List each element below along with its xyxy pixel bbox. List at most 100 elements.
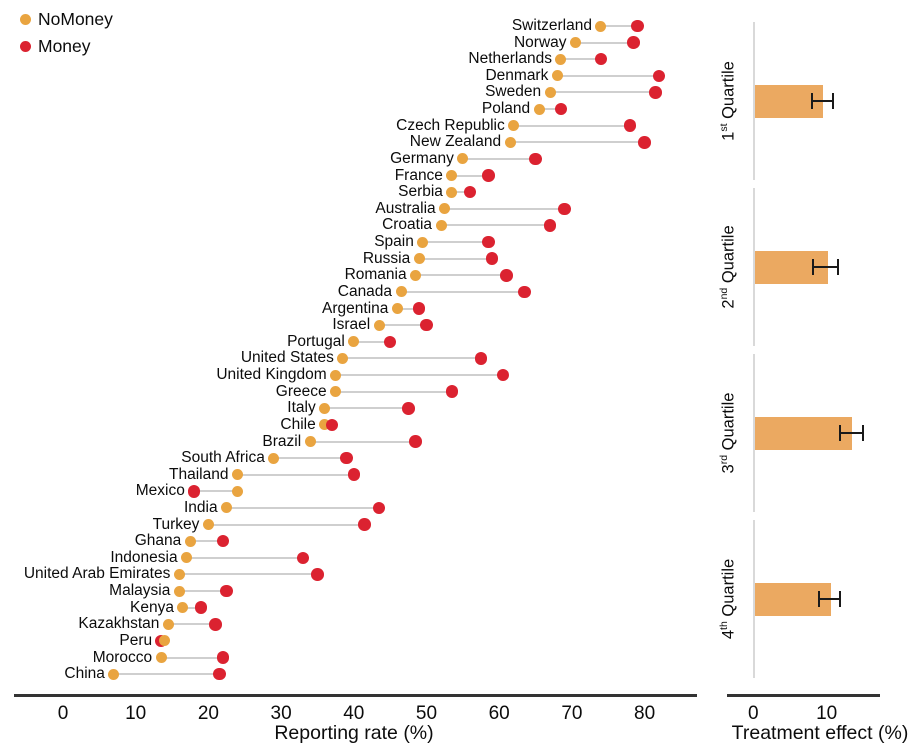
money-dot bbox=[216, 534, 230, 548]
x-tick-label: 80 bbox=[634, 703, 656, 724]
country-label: Mexico bbox=[135, 482, 185, 500]
x-tick-label: 30 bbox=[270, 703, 292, 724]
legend-item-nomoney: NoMoney bbox=[20, 6, 113, 33]
nomoney-dot bbox=[595, 20, 607, 32]
connector-line bbox=[335, 374, 503, 377]
money-dot bbox=[482, 235, 495, 249]
error-bar-cap bbox=[838, 591, 841, 607]
country-label: France bbox=[394, 166, 443, 184]
legend-label: Money bbox=[38, 36, 91, 56]
connector-line bbox=[462, 157, 536, 160]
x-axis-title: Reporting rate (%) bbox=[274, 722, 434, 744]
nomoney-dot bbox=[417, 236, 429, 248]
country-label: Morocco bbox=[92, 648, 153, 666]
country-label: Greece bbox=[275, 382, 327, 400]
money-dot bbox=[194, 601, 208, 614]
money-dot bbox=[409, 435, 422, 448]
money-dot bbox=[649, 86, 662, 99]
x-tick-label: 50 bbox=[415, 703, 438, 724]
nomoney-dot bbox=[413, 253, 425, 265]
treatment-tick-label: 0 bbox=[748, 703, 759, 724]
money-dot bbox=[383, 335, 397, 349]
treatment-axis-line bbox=[727, 694, 880, 697]
country-label: United States bbox=[240, 349, 334, 367]
country-label: Netherlands bbox=[468, 50, 552, 68]
error-bar bbox=[839, 432, 863, 434]
legend-item-money: Money bbox=[20, 33, 113, 60]
nomoney-dot bbox=[391, 303, 403, 315]
connector-line bbox=[335, 390, 452, 393]
country-label: Croatia bbox=[382, 216, 433, 234]
connector-line bbox=[342, 357, 482, 360]
nomoney-dot bbox=[177, 602, 189, 614]
connector-line bbox=[575, 41, 634, 44]
nomoney-dot bbox=[504, 136, 516, 148]
money-dot bbox=[529, 152, 542, 166]
nomoney-dot bbox=[544, 86, 556, 98]
connector-line bbox=[190, 540, 223, 543]
connector-line bbox=[550, 91, 656, 94]
connector-line bbox=[451, 174, 489, 177]
country-label: Peru bbox=[119, 631, 153, 649]
money-dot bbox=[347, 468, 361, 481]
nomoney-dot bbox=[173, 585, 185, 597]
country-label: Australia bbox=[375, 199, 436, 217]
x-tick-label: 20 bbox=[197, 703, 219, 724]
treatment-axis-title: Treatment effect (%) bbox=[731, 722, 909, 744]
nomoney-dot bbox=[446, 170, 458, 182]
connector-line bbox=[419, 257, 492, 260]
connector-line bbox=[353, 340, 391, 343]
x-tick-label: 40 bbox=[343, 703, 365, 724]
x-tick-label: 60 bbox=[488, 703, 510, 724]
connector-line bbox=[539, 108, 561, 111]
money-dot bbox=[216, 651, 230, 664]
nomoney-dot bbox=[446, 186, 458, 198]
country-label: Argentina bbox=[322, 299, 389, 317]
connector-line bbox=[451, 191, 471, 194]
country-label: Serbia bbox=[398, 183, 443, 201]
country-label: Czech Republic bbox=[396, 116, 505, 134]
country-label: Spain bbox=[374, 233, 414, 251]
money-dot bbox=[638, 136, 651, 149]
country-label: New Zealand bbox=[409, 133, 502, 151]
money-dot bbox=[482, 169, 495, 182]
country-label: Brazil bbox=[262, 432, 302, 450]
quartile-label: 4th Quartile bbox=[717, 558, 738, 640]
connector-line bbox=[324, 407, 409, 410]
money-dot bbox=[296, 551, 310, 565]
money-dot bbox=[420, 318, 433, 332]
error-bar-cap bbox=[812, 259, 815, 275]
connector-line bbox=[179, 590, 227, 593]
connector-line bbox=[379, 324, 427, 327]
nomoney-dot bbox=[439, 203, 451, 215]
nomoney-dot bbox=[395, 286, 407, 298]
connector-line bbox=[510, 141, 645, 144]
quartile-baseline bbox=[752, 354, 755, 512]
country-label: Switzerland bbox=[511, 17, 592, 34]
connector-line bbox=[113, 673, 220, 676]
country-label: Kazakhstan bbox=[78, 615, 160, 633]
country-label: United Kingdom bbox=[216, 366, 327, 384]
x-tick-label: 70 bbox=[561, 703, 583, 724]
nomoney-dot bbox=[348, 336, 360, 348]
connector-line bbox=[401, 290, 525, 293]
nomoney-dot bbox=[184, 535, 196, 547]
error-bar-cap bbox=[832, 93, 835, 109]
country-label: Italy bbox=[287, 399, 316, 417]
error-bar bbox=[812, 100, 834, 102]
money-dot bbox=[311, 568, 324, 581]
nomoney-dot bbox=[551, 70, 563, 82]
quartile-label: 1st Quartile bbox=[717, 61, 738, 141]
country-label: Chile bbox=[280, 415, 316, 433]
nomoney-legend-dot-icon bbox=[20, 14, 31, 25]
nomoney-dot bbox=[231, 485, 243, 497]
money-legend-dot-icon bbox=[20, 41, 31, 52]
connector-line bbox=[422, 241, 489, 244]
quartile-baseline bbox=[752, 22, 755, 180]
error-bar-cap bbox=[818, 591, 821, 607]
error-bar bbox=[819, 598, 840, 600]
country-label: Indonesia bbox=[110, 548, 178, 566]
country-label: Portugal bbox=[287, 332, 345, 350]
country-label: Malaysia bbox=[109, 582, 171, 600]
